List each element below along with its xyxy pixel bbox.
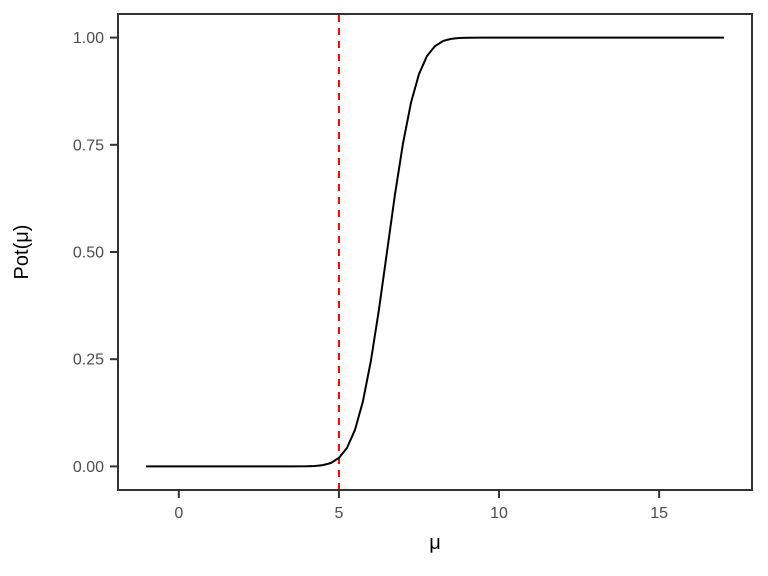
x-axis-tick-label: 15 (650, 505, 668, 522)
x-axis-tick-label: 5 (334, 505, 343, 522)
power-curve-line (145, 36, 725, 468)
series-layer (145, 36, 725, 468)
y-axis-tick-label: 0.50 (73, 245, 104, 262)
plot-panel (118, 14, 752, 490)
y-axis-tick-label: 0.75 (73, 137, 104, 154)
y-axis-tick-label: 0.00 (73, 459, 104, 476)
y-axis-title: Pot(μ) (11, 225, 33, 280)
x-axis-title: μ (429, 532, 441, 554)
y-axis-tick-label: 0.25 (73, 352, 104, 369)
x-axis-tick-label: 10 (490, 505, 508, 522)
axes-layer: 0 5 10 15 0.00 0.25 0.50 0.75 1.00 (73, 30, 668, 522)
y-axis-tick-label: 1.00 (73, 30, 104, 47)
x-axis-tick-label: 0 (174, 505, 183, 522)
